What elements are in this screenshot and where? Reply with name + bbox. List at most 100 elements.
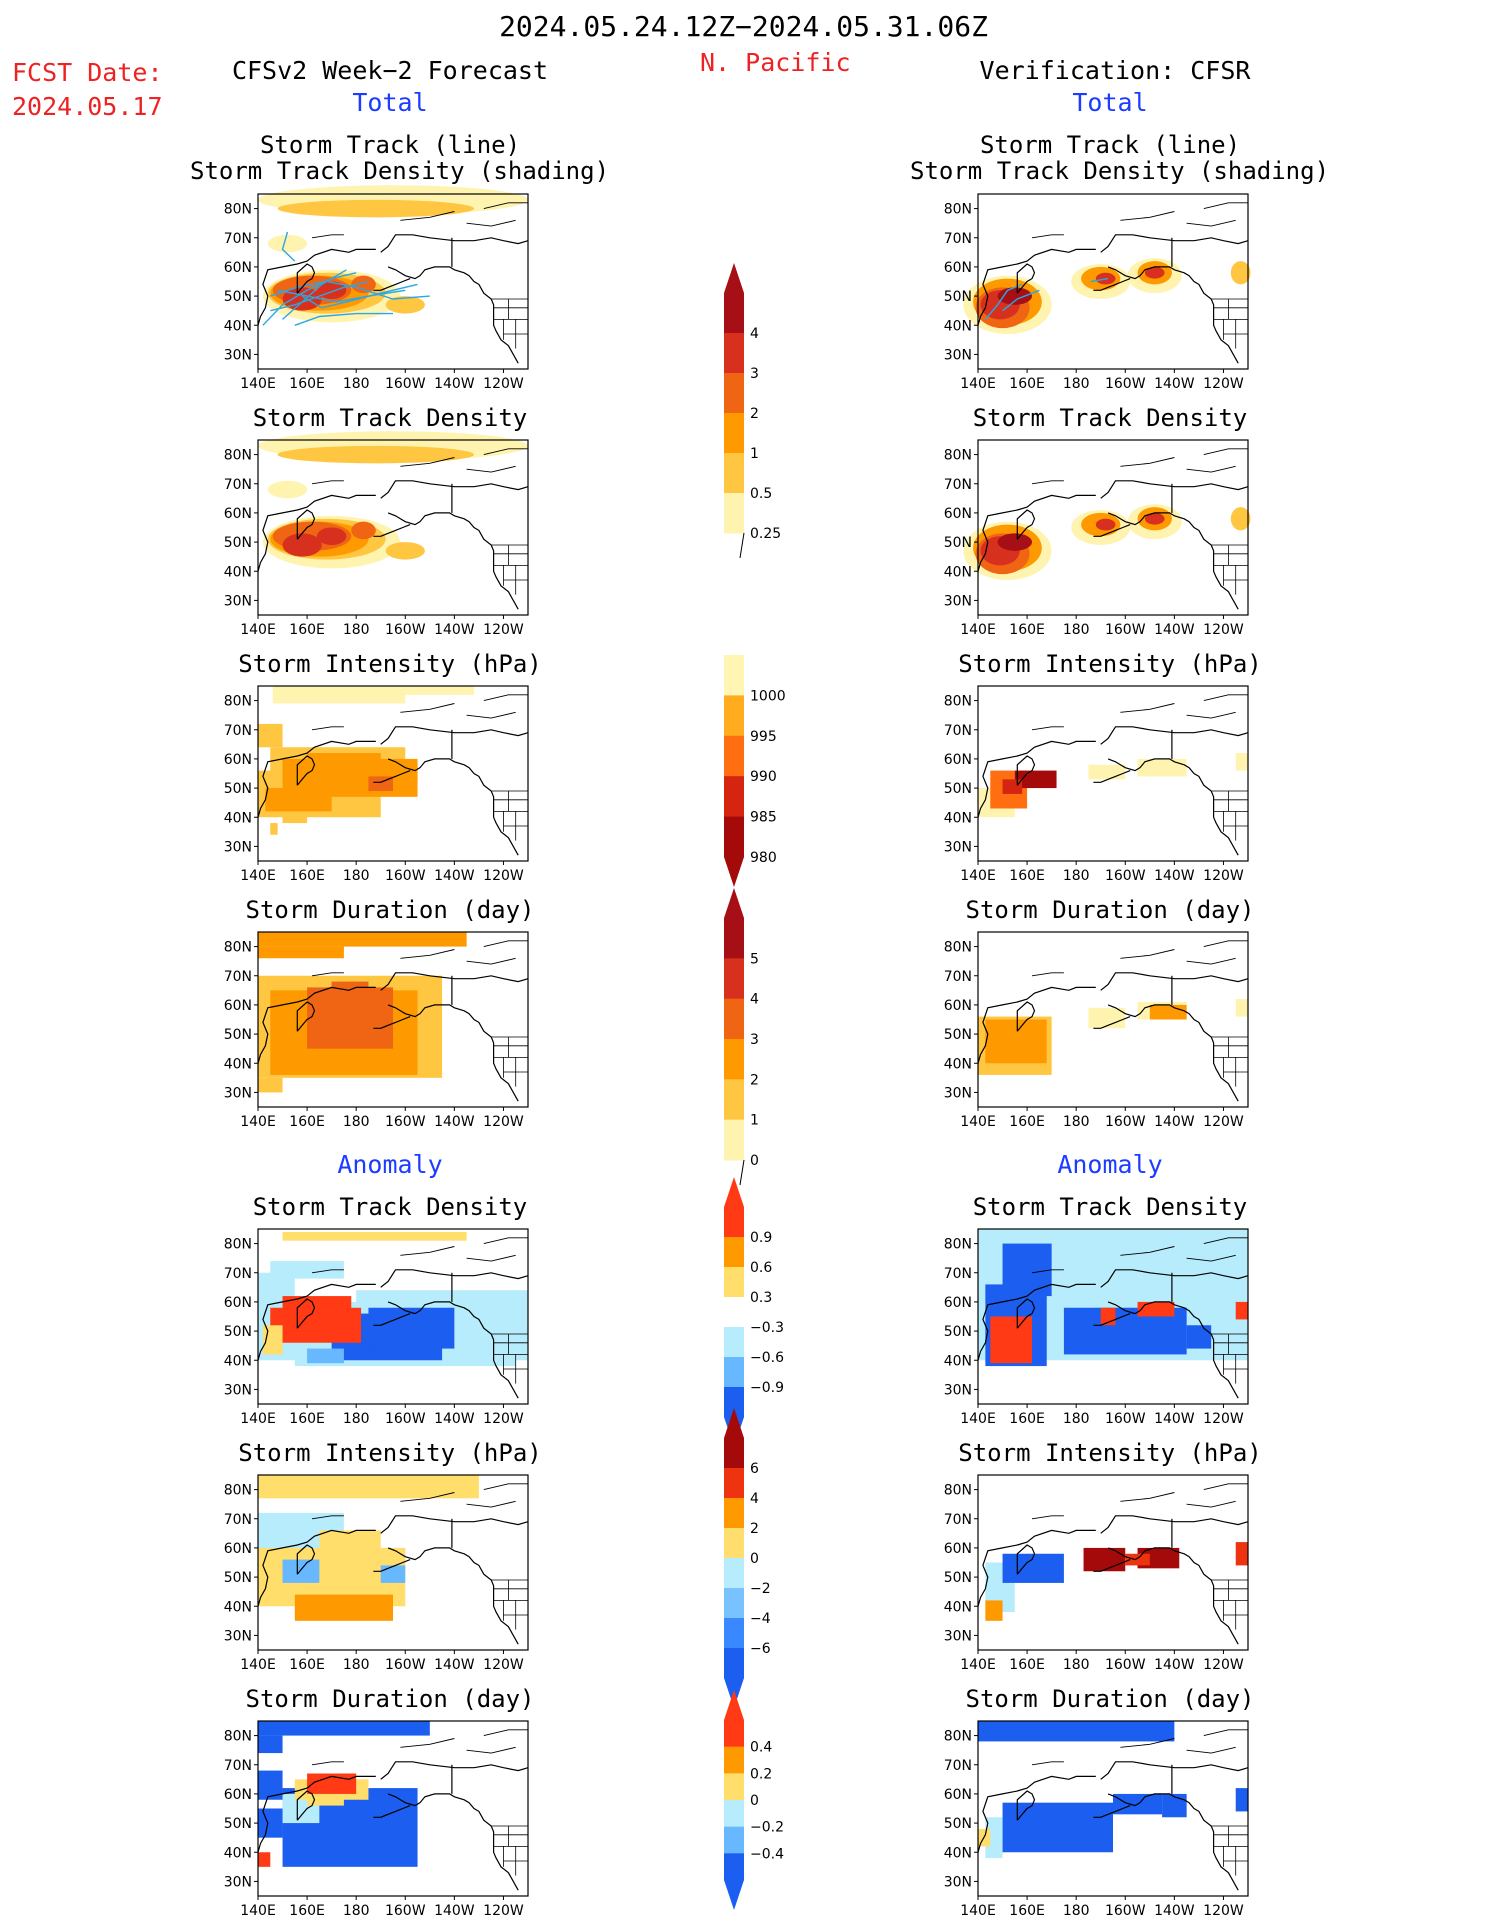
island-outline [1203, 448, 1248, 456]
lat-tick-label: 70N [944, 231, 972, 247]
coastline [380, 480, 529, 499]
island-outline [311, 1761, 344, 1766]
shade-cell [282, 811, 308, 824]
colorbar-segment [724, 413, 744, 454]
coastline [1093, 278, 1131, 291]
shade-blob [277, 199, 474, 218]
coastline [387, 1301, 519, 1399]
shade-cell [1137, 758, 1187, 777]
colorbar-segment [724, 453, 744, 494]
coastline [373, 524, 411, 537]
colorbar-label: −0.2 [750, 1820, 784, 1836]
lat-tick-label: 30N [944, 1628, 972, 1644]
colorbar-label: 0 [750, 1551, 759, 1567]
lat-tick-label: 40N [944, 1845, 972, 1861]
shade-blob [997, 533, 1032, 551]
lon-tick-label: 180 [343, 868, 370, 884]
lat-tick-label: 50N [224, 1570, 252, 1586]
storm-track [301, 283, 418, 309]
lon-tick-label: 160E [289, 868, 325, 884]
colorbar-label: −4 [750, 1611, 771, 1627]
coastline [257, 740, 376, 818]
shade-cell [368, 1307, 455, 1349]
colorbar-segment [724, 655, 744, 696]
lat-tick-label: 80N [224, 1483, 252, 1499]
lon-tick-label: 120W [483, 376, 524, 392]
lat-tick-label: 30N [944, 593, 972, 609]
coastline-group [977, 448, 1249, 610]
colorbar-label: −0.3 [750, 1320, 784, 1336]
lat-tick-label: 30N [944, 1382, 972, 1398]
colorbar-label: 0.4 [750, 1740, 772, 1756]
colorbar-label: 1 [750, 446, 759, 462]
lat-tick-label: 50N [944, 1816, 972, 1832]
lat-tick-label: 80N [944, 1483, 972, 1499]
island-outline [1186, 957, 1236, 965]
coastline [1093, 1016, 1131, 1029]
coastline [1107, 266, 1239, 364]
lat-tick-label: 40N [944, 1056, 972, 1072]
coastline [257, 1529, 376, 1607]
colorbar-segment [724, 1297, 744, 1328]
lon-tick-label: 140W [1154, 622, 1195, 638]
lat-tick-label: 80N [944, 940, 972, 956]
colorbar-segment [724, 1119, 744, 1161]
coastline [1016, 1790, 1036, 1821]
lon-tick-label: 140W [434, 868, 475, 884]
coastline [1107, 1301, 1239, 1399]
lat-tick-label: 30N [224, 347, 252, 363]
colorbar-segment [724, 1720, 744, 1748]
island-outline [1186, 219, 1236, 227]
colorbar-label: 6 [750, 1461, 759, 1477]
left-p6-title: Storm Intensity (hPa) [238, 1439, 542, 1467]
lon-tick-label: 140E [960, 376, 996, 392]
island-outline [483, 202, 528, 210]
island-outline [400, 1246, 455, 1256]
lon-tick-label: 160E [289, 1657, 325, 1673]
colorbar-anom-duration: 0.4 0.2 0 −0.2 −0.4 [724, 1690, 784, 1910]
colorbar-label: 0 [750, 1793, 759, 1809]
island-outline [483, 448, 528, 456]
coastline-group [257, 1483, 529, 1645]
lon-tick-label: 140W [434, 1657, 475, 1673]
coastline [1100, 1515, 1249, 1534]
lon-tick-label: 160E [289, 376, 325, 392]
colorbar-arrow-bottom [724, 1880, 744, 1910]
left-p1-title: Storm Track (line) Storm Track Density (s… [190, 131, 610, 185]
lon-tick-label: 160E [1009, 1903, 1045, 1919]
lon-tick-label: 160E [1009, 622, 1045, 638]
island-outline [311, 234, 344, 239]
shade-cell [272, 686, 406, 704]
shade-cell [985, 1817, 1003, 1859]
island-outline [1120, 211, 1175, 221]
shade-cell [258, 1721, 430, 1736]
lat-tick-label: 40N [944, 564, 972, 580]
colorbar-segment [724, 1648, 744, 1679]
coastline [1016, 1298, 1036, 1329]
lon-tick-label: 140E [240, 622, 276, 638]
colorbar-segment [724, 735, 744, 777]
colorbar-segment [724, 1498, 744, 1529]
lat-tick-label: 70N [944, 723, 972, 739]
shade-cell [1162, 1793, 1187, 1818]
colorbar-segment [724, 1558, 744, 1589]
lat-tick-label: 40N [944, 318, 972, 334]
coastline-group [257, 940, 529, 1102]
colorbar-arrow-top [724, 1177, 744, 1207]
lat-tick-label: 60N [224, 998, 252, 1014]
lat-tick-label: 60N [944, 752, 972, 768]
colorbar-segment [724, 998, 744, 1040]
coastline [296, 509, 316, 540]
shade-cell [990, 1316, 1032, 1364]
coastline-group [977, 202, 1249, 364]
shade-cell [294, 1594, 393, 1621]
lat-tick-label: 60N [944, 506, 972, 522]
lat-tick-label: 70N [224, 1266, 252, 1282]
lat-tick-label: 40N [224, 1056, 252, 1072]
colorbar-label: 2 [750, 1521, 759, 1537]
lat-tick-label: 40N [224, 1845, 252, 1861]
island-outline [400, 949, 455, 959]
map-frame [257, 193, 529, 370]
colorbar-segment [724, 1528, 744, 1559]
colorbar-anom-intensity: 6 4 2 0 −2 −4 −6 [724, 1408, 771, 1708]
